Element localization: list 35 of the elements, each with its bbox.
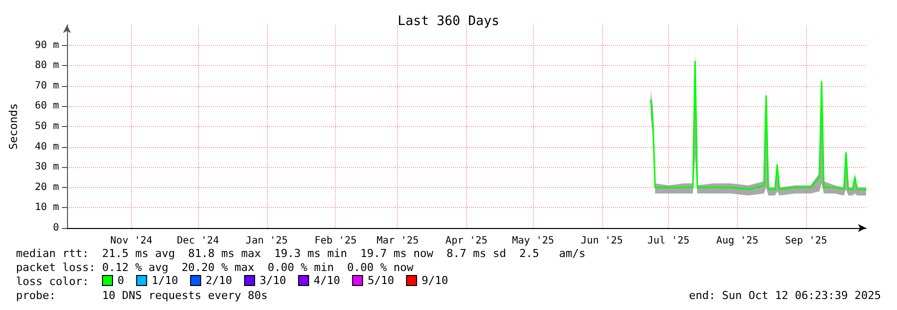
x-tick-label: Apr '25 xyxy=(445,236,488,246)
y-tick-label: 50 m xyxy=(34,121,59,132)
y-tick-label: 0 xyxy=(52,222,59,234)
x-tick-label: Dec '24 xyxy=(176,236,220,246)
legend-label: 5/10 xyxy=(368,274,394,287)
text: median rtt: 21.5 ms avg 81.8 ms max 19.3 ms min 19.7 ms now 8.7 ms sd 2.5 am/s xyxy=(16,247,586,260)
x-tick-label: Jan '25 xyxy=(246,236,288,246)
legend-label: 3/10 xyxy=(260,274,286,287)
legend-label: 0 xyxy=(118,274,124,287)
legend-title: loss color: xyxy=(16,275,89,288)
y-tick-label: 90 m xyxy=(34,40,59,51)
text: packet loss: 0.12 % avg 20.20 % max 0.00 % min 0.00 % now xyxy=(16,261,414,274)
x-tick-label: Sep '25 xyxy=(784,236,828,246)
legend-label: 9/10 xyxy=(422,274,448,287)
x-tick-label: May '25 xyxy=(512,236,554,246)
legend-label: 1/10 xyxy=(152,274,178,287)
x-tick-label: Mar '25 xyxy=(376,236,419,246)
x-tick-label: Jun '25 xyxy=(580,236,623,246)
y-tick-label: 20 m xyxy=(34,182,59,193)
y-tick-label: 60 m xyxy=(34,100,59,112)
x-tick-label: Jul '25 xyxy=(647,236,690,246)
y-tick-label: 10 m xyxy=(34,202,59,214)
y-tick-label: 30 m xyxy=(34,162,59,173)
legend-label: 2/10 xyxy=(206,274,232,287)
y-axis-title: Seconds xyxy=(7,103,20,150)
y-tick-label: 40 m xyxy=(34,141,59,152)
legend-label: 4/10 xyxy=(314,274,340,287)
x-tick-label: Aug '25 xyxy=(716,236,758,246)
x-tick-label: Feb '25 xyxy=(314,236,357,246)
text: probe: 10 DNS requests every 80s xyxy=(16,289,268,302)
y-tick-label: 70 m xyxy=(34,80,59,92)
chart-title: Last 360 Days xyxy=(398,14,500,29)
text: end: Sun Oct 12 06:23:39 2025 xyxy=(688,289,882,302)
y-tick-label: 80 m xyxy=(34,60,59,72)
x-tick-label: Nov '24 xyxy=(110,236,152,246)
